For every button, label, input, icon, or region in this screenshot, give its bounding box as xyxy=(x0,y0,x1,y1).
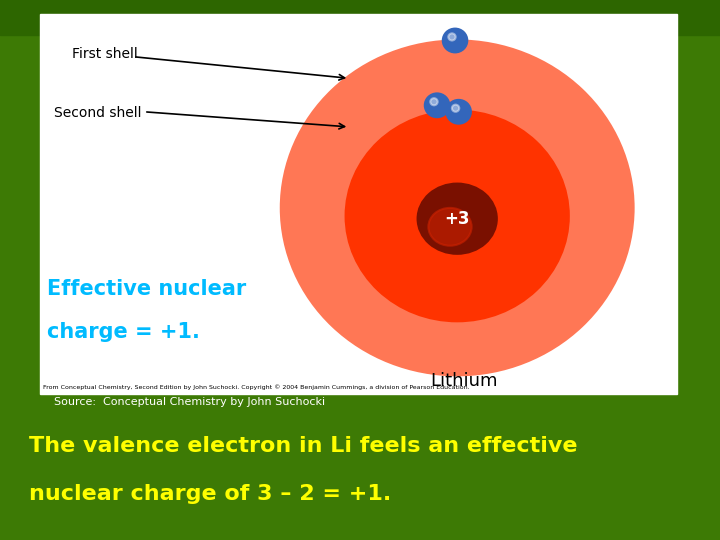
Ellipse shape xyxy=(449,33,456,40)
Bar xyxy=(40,14,677,394)
Ellipse shape xyxy=(446,100,471,124)
Text: Second shell: Second shell xyxy=(54,106,142,120)
Text: The valence electron in Li feels an effective: The valence electron in Li feels an effe… xyxy=(29,435,577,456)
Text: +3: +3 xyxy=(444,210,470,228)
Text: Effective nuclear: Effective nuclear xyxy=(47,279,246,299)
Ellipse shape xyxy=(431,98,438,105)
Text: From Conceptual Chemistry, Second Edition by John Suchocki. Copyright © 2004 Ben: From Conceptual Chemistry, Second Editio… xyxy=(43,385,470,390)
Ellipse shape xyxy=(425,93,449,117)
Ellipse shape xyxy=(418,184,497,254)
Ellipse shape xyxy=(281,40,634,375)
Text: charge = +1.: charge = +1. xyxy=(47,322,199,342)
Ellipse shape xyxy=(443,29,467,52)
Text: First shell: First shell xyxy=(72,47,138,61)
Text: nuclear charge of 3 – 2 = +1.: nuclear charge of 3 – 2 = +1. xyxy=(29,484,391,504)
Text: Source:  Conceptual Chemistry by John Suchocki: Source: Conceptual Chemistry by John Suc… xyxy=(54,397,325,407)
Bar xyxy=(0,0,720,35)
Ellipse shape xyxy=(452,105,459,112)
Ellipse shape xyxy=(428,208,472,246)
Ellipse shape xyxy=(346,111,569,321)
Text: Lithium: Lithium xyxy=(431,372,498,390)
